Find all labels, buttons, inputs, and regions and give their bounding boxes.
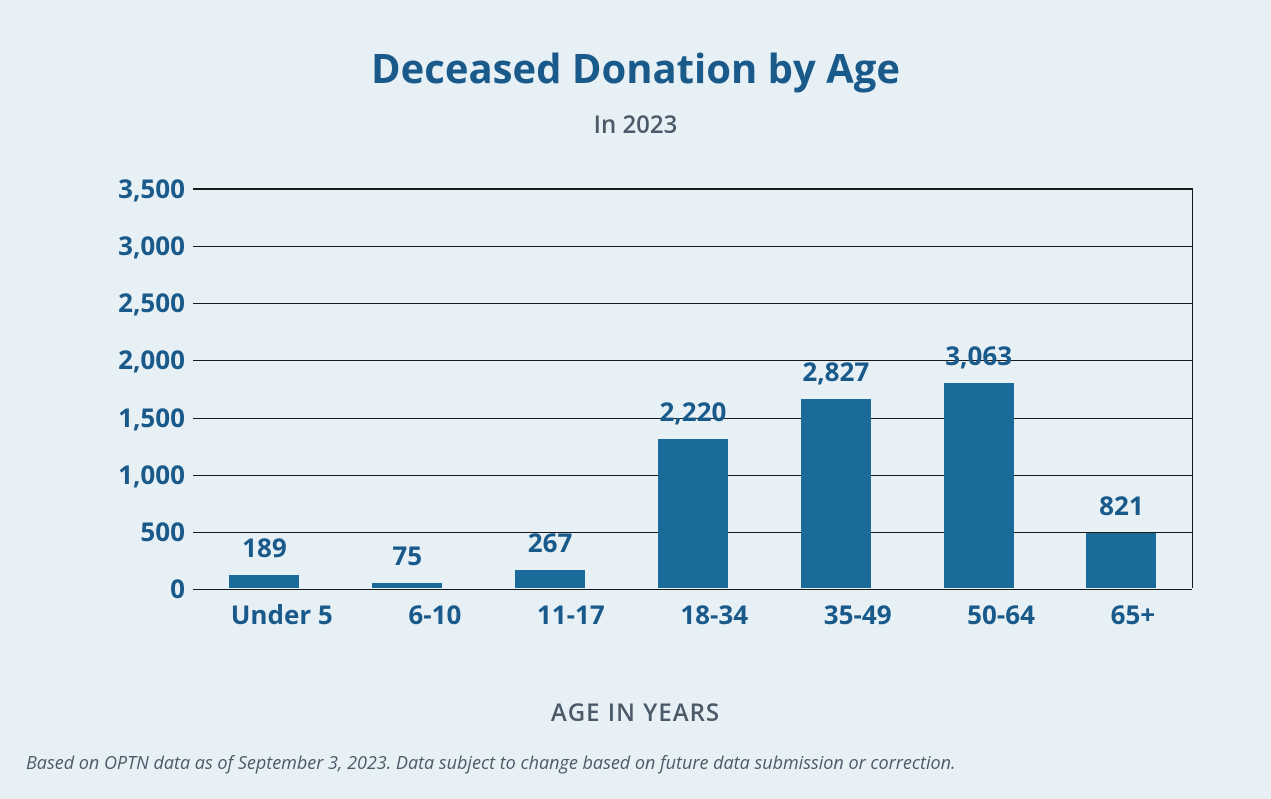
chart-title: Deceased Donation by Age (0, 40, 1271, 95)
bar-slot: 3,063 (944, 383, 1014, 588)
bar-slot: 2,220 (658, 439, 728, 588)
bar-value-label: 821 (1099, 487, 1144, 523)
y-tick-label: 500 (95, 513, 185, 549)
x-axis-title: AGE IN YEARS (0, 696, 1271, 729)
gridline (193, 589, 1192, 590)
bar-slot: 75 (372, 583, 442, 588)
y-tick-label: 1,500 (95, 399, 185, 435)
x-category-label: 35-49 (824, 596, 892, 632)
bar-value-label: 189 (242, 529, 287, 565)
chart-area: 05001,0001,5002,0002,5003,0003,500 18975… (80, 176, 1195, 651)
bar (1086, 533, 1156, 588)
bar-value-label: 2,827 (802, 353, 869, 389)
x-categories: Under 5 6-10 11-17 18-34 35-49 50-64 65+ (193, 596, 1193, 632)
bar (515, 570, 585, 588)
bar-slot: 267 (515, 570, 585, 588)
chart-subtitle: In 2023 (0, 108, 1271, 141)
bar-value-label: 2,220 (660, 393, 727, 429)
chart-canvas: Deceased Donation by Age In 2023 0 500 1,0… (0, 0, 1271, 799)
x-category-label: 50-64 (967, 596, 1035, 632)
bar-slot: 189 (229, 575, 299, 588)
y-tick-label: 0 (95, 570, 185, 606)
bar-slot: 821 (1086, 533, 1156, 588)
y-tick-label: 1,000 (95, 456, 185, 492)
x-category-label: Under 5 (231, 596, 333, 632)
bar-value-label: 3,063 (945, 337, 1012, 373)
bar (944, 383, 1014, 588)
x-category-label: 65+ (1111, 596, 1156, 632)
y-tick-label: 2,000 (95, 341, 185, 377)
bar-value-label: 267 (528, 524, 573, 560)
bar (229, 575, 299, 588)
bar-value-label: 75 (392, 537, 422, 573)
y-tick-label: 2,500 (95, 284, 185, 320)
footnote: Based on OPTN data as of September 3, 20… (26, 751, 956, 775)
bar (658, 439, 728, 588)
y-tick-label: 3,000 (95, 227, 185, 263)
x-category-label: 11-17 (537, 596, 605, 632)
bar (801, 399, 871, 588)
x-category-label: 6-10 (408, 596, 461, 632)
bars-container: 189 75 267 2,220 2,827 3,063 821 (193, 188, 1193, 588)
y-tick-label: 3,500 (95, 170, 185, 206)
x-category-label: 18-34 (680, 596, 748, 632)
bar-slot: 2,827 (801, 399, 871, 588)
bar (372, 583, 442, 588)
